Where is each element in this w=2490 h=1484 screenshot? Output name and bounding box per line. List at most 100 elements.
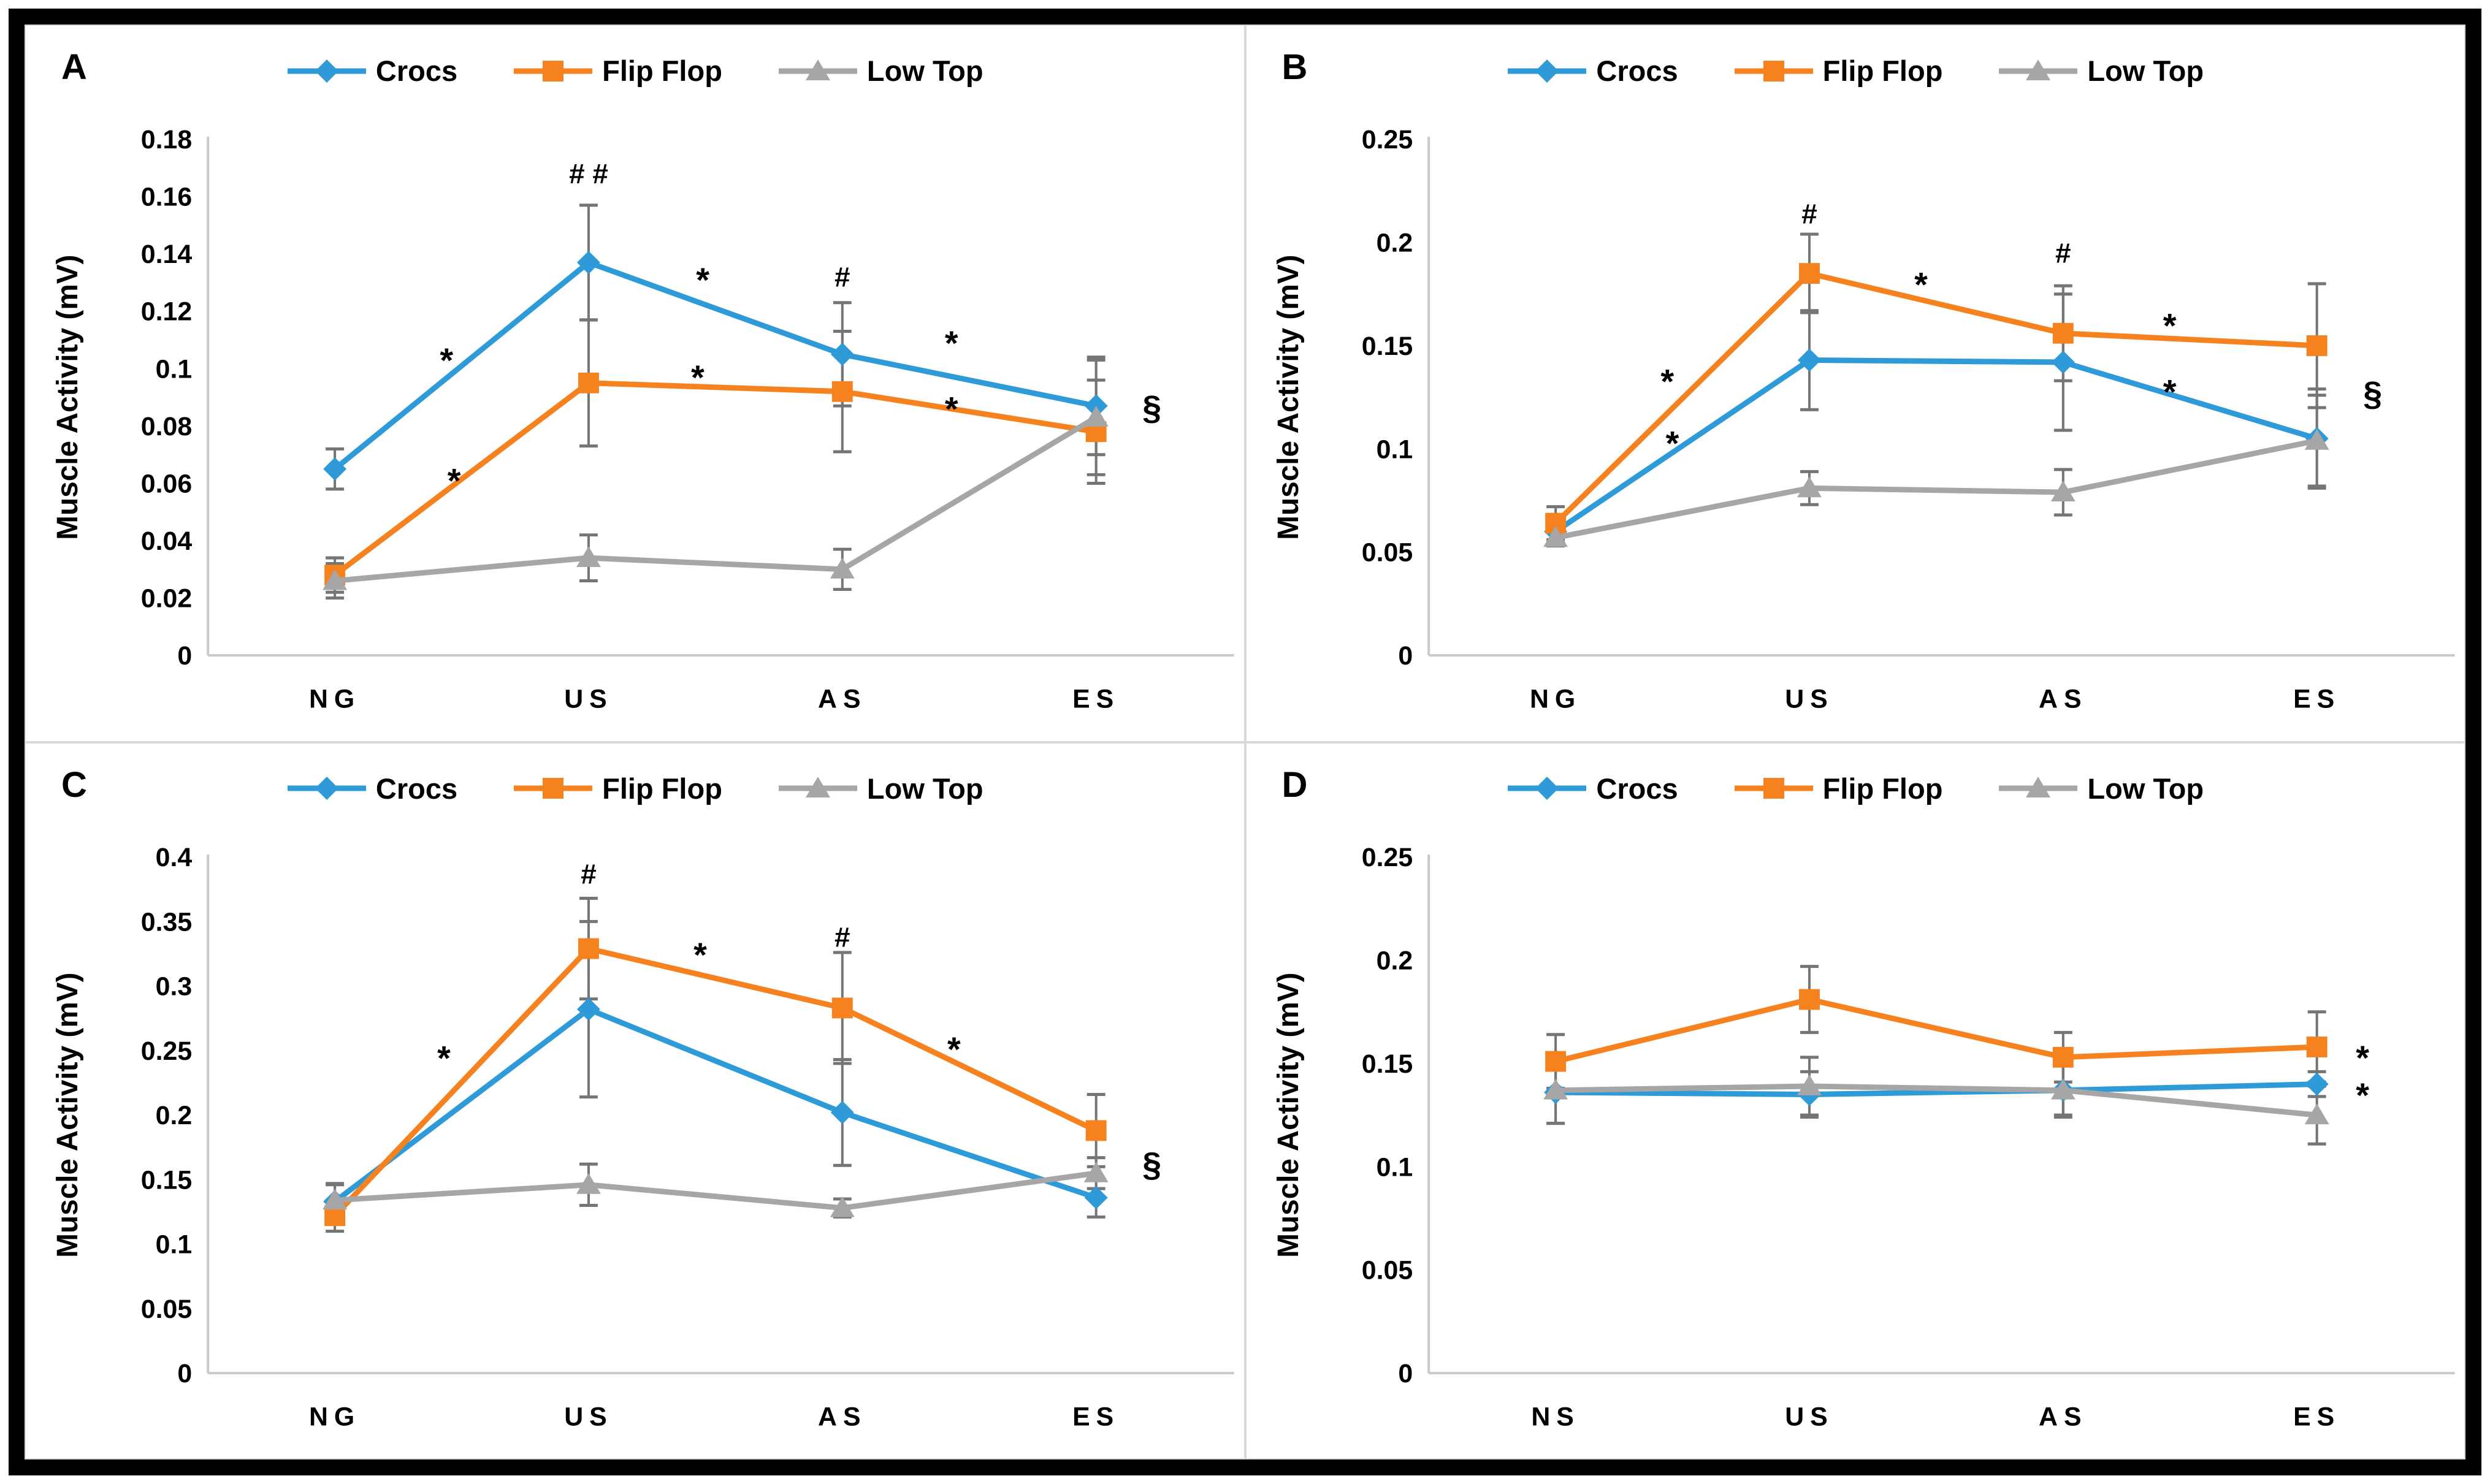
panel-c-legend: Crocs Flip Flop Low Top — [26, 772, 1244, 805]
triangle-marker — [2304, 1103, 2329, 1124]
triangle-marker — [2304, 428, 2329, 450]
category-label: NG — [309, 685, 361, 714]
category-label: AS — [818, 1402, 866, 1431]
y-tick-label: 0.1 — [156, 1230, 193, 1259]
axes — [1427, 137, 2455, 657]
category-label: AS — [818, 685, 866, 714]
legend-label: Flip Flop — [1822, 55, 1943, 87]
square-marker — [1763, 60, 1784, 82]
square-marker — [543, 778, 564, 799]
axes — [207, 137, 1234, 657]
diamond-marker — [2305, 1072, 2329, 1096]
panel-c: C Crocs Flip Flop Low Top 0 0.05 0.1 0.15 0.2 0… — [25, 742, 1245, 1459]
legend-item-flip-flop: Flip Flop — [1733, 54, 1943, 88]
triangle-marker — [1083, 1161, 1109, 1182]
crocs-diamond-legend-icon — [1508, 777, 1587, 800]
asterisk-annotation: * — [693, 935, 707, 974]
triangle-marker — [805, 59, 830, 80]
square-marker — [2306, 1036, 2328, 1057]
legend-item-crocs: Crocs — [1507, 54, 1678, 88]
panel-b: B Crocs Flip Flop Low Top 0 0.05 0.1 0.15 0.2 0… — [1245, 25, 2465, 742]
legend-item-flip-flop: Flip Flop — [1733, 772, 1942, 805]
axes — [1427, 854, 2455, 1374]
category-label: AS — [2039, 685, 2087, 714]
y-tick-label: 0.02 — [141, 584, 192, 614]
diamond-marker — [2051, 350, 2075, 374]
panel-b-letter: B — [1281, 47, 1308, 87]
hash-annotation: # — [581, 858, 597, 889]
asterisk-annotation: * — [440, 341, 453, 379]
y-tick-label: 0.1 — [1376, 435, 1413, 464]
section-annotation: § — [2363, 374, 2382, 413]
flip-flop-square-legend-icon — [1734, 60, 1813, 82]
square-marker — [1798, 263, 1820, 284]
y-tick-label: 0.08 — [141, 412, 192, 441]
series-flip-flop — [324, 938, 1107, 1226]
diamond-marker — [577, 251, 600, 275]
legend-label: Low Top — [2087, 55, 2204, 87]
legend-item-low-top: Low Top — [1998, 54, 2204, 88]
category-label: US — [564, 685, 613, 714]
category-labels: NS US AS ES — [1531, 1402, 2334, 1431]
diamond-marker — [830, 1100, 854, 1124]
legend-label: Crocs — [375, 772, 458, 805]
y-tick-label: 0.05 — [1361, 1255, 1412, 1285]
y-tick-label: 0.05 — [1361, 538, 1412, 568]
triangle-marker — [576, 546, 601, 568]
legend-label: Low Top — [2087, 772, 2204, 805]
triangle-marker — [830, 1196, 855, 1217]
flip-flop-square-legend-icon — [1734, 778, 1813, 799]
y-tick-label: 0.25 — [1361, 125, 1412, 154]
category-label: US — [564, 1402, 613, 1431]
triangle-marker — [2050, 1078, 2076, 1100]
y-axis-title: Muscle Activity (mV) — [1272, 254, 1304, 539]
square-marker — [578, 372, 599, 394]
asterisk-annotation: * — [448, 462, 461, 500]
legend-label: Crocs — [1596, 772, 1678, 805]
legend-label: Crocs — [1596, 55, 1678, 87]
y-tick-label: 0.1 — [1376, 1152, 1413, 1182]
square-marker — [2052, 322, 2074, 344]
y-tick-label: 0 — [177, 1359, 192, 1388]
y-tick-label: 0.05 — [141, 1294, 192, 1323]
y-tick-label: 0.2 — [156, 1101, 193, 1130]
panel-d-chart: 0 0.05 0.1 0.15 0.2 0.25 Muscle Activity (mV) N… — [1272, 843, 2455, 1431]
crocs-diamond-legend-icon — [1508, 59, 1587, 83]
category-label: ES — [2293, 685, 2340, 714]
square-marker — [1085, 1119, 1107, 1141]
legend-item-crocs: Crocs — [1507, 772, 1678, 805]
triangle-marker — [1797, 476, 1822, 498]
triangle-marker — [830, 557, 855, 579]
legend-label: Flip Flop — [602, 772, 722, 805]
triangle-marker — [323, 1188, 348, 1209]
y-tick-label: 0.16 — [141, 183, 192, 212]
low-top-triangle-legend-icon — [1999, 777, 2078, 797]
y-tick-label: 0.4 — [156, 843, 193, 872]
triangle-marker — [323, 569, 348, 590]
y-tick-label: 0.25 — [1361, 843, 1412, 872]
crocs-diamond-legend-icon — [287, 777, 366, 800]
panel-d-letter: D — [1281, 764, 1308, 805]
triangle-marker — [2026, 59, 2051, 80]
y-tick-label: 0.35 — [141, 907, 192, 937]
y-tick-label: 0.18 — [141, 125, 192, 154]
asterisk-annotation: * — [696, 261, 709, 299]
category-labels: NG US AS ES — [309, 685, 1113, 714]
panel-a-legend: Crocs Flip Flop Low Top — [26, 54, 1244, 88]
series-low-top — [1543, 1074, 2329, 1124]
y-tick-label: 0.04 — [141, 527, 193, 556]
y-tick-label: 0 — [177, 641, 192, 671]
legend-item-crocs: Crocs — [286, 772, 457, 805]
legend-item-flip-flop: Flip Flop — [513, 54, 722, 88]
asterisk-annotation: * — [2356, 1038, 2369, 1077]
y-axis-title: Muscle Activity (mV) — [52, 972, 84, 1257]
y-tick-label: 0.15 — [141, 1165, 192, 1195]
diamond-marker — [830, 343, 854, 366]
category-label: US — [1785, 1402, 1833, 1431]
triangle-marker — [2050, 481, 2076, 502]
square-marker — [543, 60, 564, 82]
asterisk-annotation: * — [2163, 372, 2176, 411]
category-labels: NG US AS ES — [1529, 685, 2340, 714]
asterisk-annotation: * — [947, 1029, 961, 1068]
hash-annotation: # — [834, 921, 850, 953]
